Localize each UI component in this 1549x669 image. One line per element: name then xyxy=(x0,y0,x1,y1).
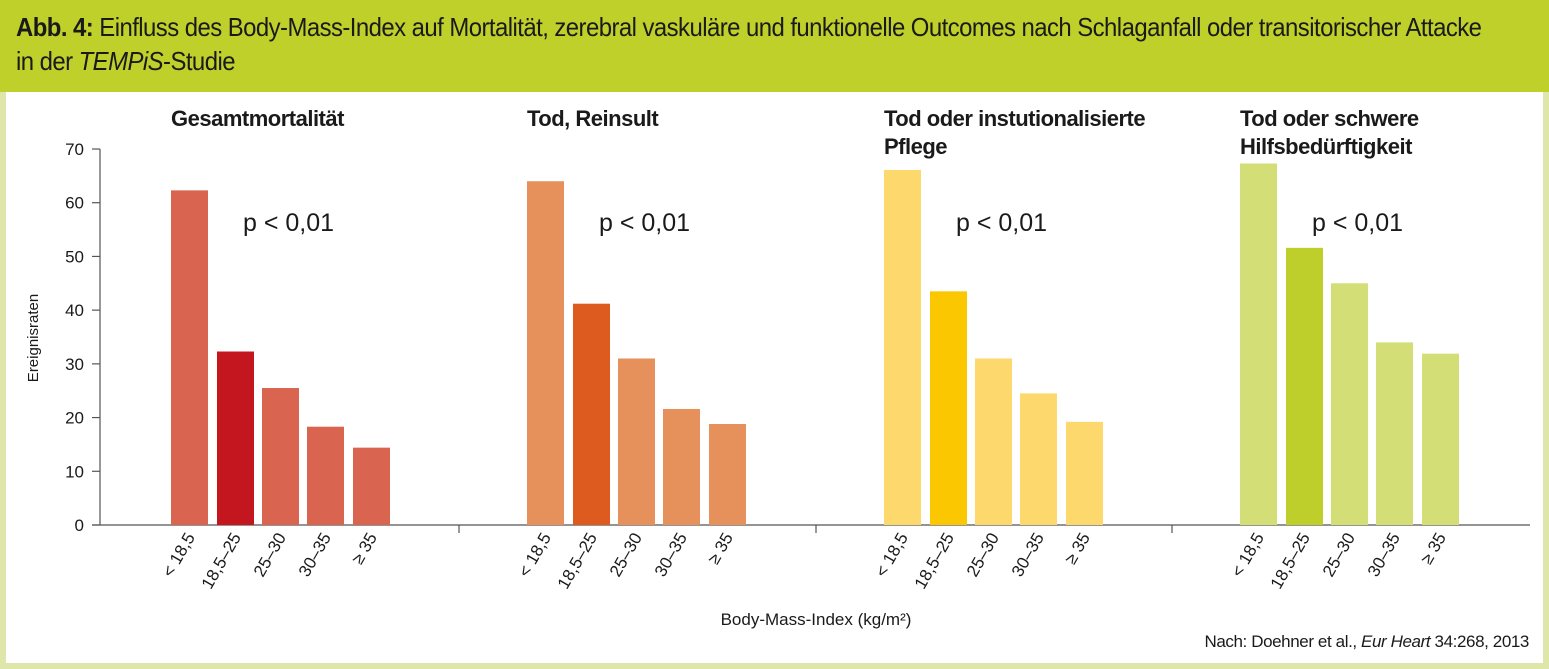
x-tick-label: 18,5–25 xyxy=(911,530,958,593)
source-suffix: 34:268, 2013 xyxy=(1430,632,1530,651)
title-main: Einfluss des Body-Mass-Index auf Mortali… xyxy=(99,12,1482,42)
x-tick-label: 18,5–25 xyxy=(198,530,245,593)
x-tick-label: < 18,5 xyxy=(872,530,912,581)
panel-title: Pflege xyxy=(884,134,947,159)
figure-label: Abb. 4: xyxy=(16,12,94,42)
y-tick-label: 70 xyxy=(65,140,84,159)
x-tick-label: 30–35 xyxy=(651,530,691,580)
bar xyxy=(1020,393,1057,525)
p-value-annotation: p < 0,01 xyxy=(1312,209,1403,237)
x-tick-label: 25–30 xyxy=(606,530,646,580)
x-axis-label: Body-Mass-Index (kg/m²) xyxy=(721,610,912,629)
title-line2-suffix: -Studie xyxy=(163,46,235,76)
bar xyxy=(573,303,610,525)
bar xyxy=(1331,283,1368,525)
x-tick-label: 25–30 xyxy=(250,530,290,580)
x-tick-label: ≥ 35 xyxy=(348,530,381,568)
bar xyxy=(217,351,254,525)
bar xyxy=(1066,421,1103,525)
y-tick-label: 0 xyxy=(75,516,84,535)
source-citation: Nach: Doehner et al., Eur Heart 34:268, … xyxy=(1204,632,1529,652)
x-tick-label: 30–35 xyxy=(1008,530,1048,580)
bar xyxy=(353,447,390,525)
title-study: TEMPiS xyxy=(78,46,164,76)
bar xyxy=(930,291,967,525)
bar xyxy=(1376,342,1413,525)
y-tick-label: 30 xyxy=(65,355,84,374)
title-line2-prefix: in der xyxy=(16,46,79,76)
bar xyxy=(709,424,746,525)
x-tick-label: 30–35 xyxy=(295,530,335,580)
x-tick-label: 18,5–25 xyxy=(554,530,601,593)
bar xyxy=(307,426,344,525)
bar xyxy=(1240,163,1277,525)
source-journal: Eur Heart xyxy=(1361,632,1431,651)
bar xyxy=(884,169,921,525)
x-tick-label: ≥ 35 xyxy=(1417,530,1450,568)
p-value-annotation: p < 0,01 xyxy=(599,209,690,237)
panel-title: Tod, Reinsult xyxy=(527,106,659,131)
bar xyxy=(1286,247,1323,525)
bar xyxy=(1422,353,1459,525)
x-tick-label: 25–30 xyxy=(963,530,1003,580)
y-tick-label: 50 xyxy=(65,247,84,266)
y-tick-label: 10 xyxy=(65,462,84,481)
p-value-annotation: p < 0,01 xyxy=(243,209,334,237)
x-tick-label: ≥ 35 xyxy=(704,530,737,568)
figure-header: Abb. 4: Einfluss des Body-Mass-Index auf… xyxy=(0,0,1549,92)
x-tick-label: 18,5–25 xyxy=(1267,530,1314,593)
bar xyxy=(975,358,1012,525)
x-tick-label: 30–35 xyxy=(1364,530,1404,580)
y-tick-label: 40 xyxy=(65,301,84,320)
bar xyxy=(663,408,700,525)
p-value-annotation: p < 0,01 xyxy=(956,209,1047,237)
x-tick-label: ≥ 35 xyxy=(1061,530,1094,568)
panel-title: Tod oder schwere xyxy=(1240,106,1419,131)
bars-layer xyxy=(171,163,1459,526)
panel-title: Gesamtmortalität xyxy=(171,106,345,131)
source-prefix: Nach: Doehner et al., xyxy=(1204,632,1362,651)
x-tick-label: < 18,5 xyxy=(159,530,199,581)
x-tick-label: < 18,5 xyxy=(1228,530,1268,581)
bar xyxy=(527,181,564,525)
bar xyxy=(262,388,299,525)
x-tick-label: < 18,5 xyxy=(515,530,555,581)
bar xyxy=(618,358,655,525)
panel-title: Tod oder instutionalisierte xyxy=(884,106,1145,131)
figure-title: Abb. 4: Einfluss des Body-Mass-Index auf… xyxy=(16,10,1525,78)
panel-title: Hilfsbedürftigkeit xyxy=(1240,134,1413,159)
x-tick-label: 25–30 xyxy=(1319,530,1359,580)
y-tick-label: 20 xyxy=(65,409,84,428)
y-tick-label: 60 xyxy=(65,194,84,213)
bar xyxy=(171,190,208,526)
y-axis-label: Ereignisraten xyxy=(25,294,42,382)
